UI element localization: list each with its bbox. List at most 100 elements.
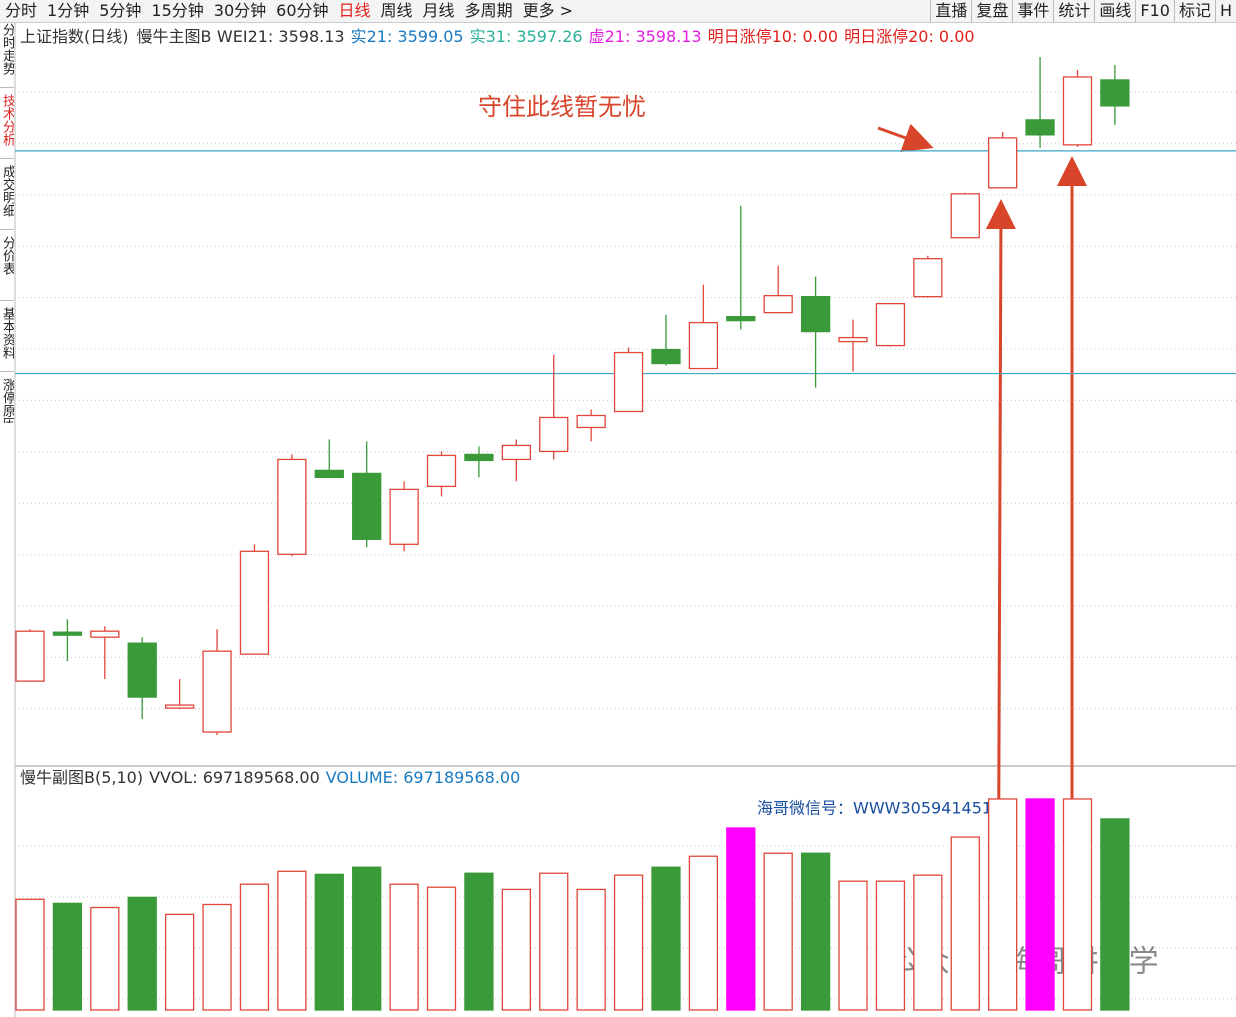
candle-body <box>277 458 307 555</box>
period-tab[interactable]: 月线 <box>422 1 455 20</box>
volume-bar <box>277 870 307 1011</box>
period-tab[interactable]: 60分钟 <box>276 1 329 20</box>
tool-button[interactable]: 统计 <box>1053 0 1094 22</box>
side-tabs: 分时走势技术分析成交明细分价表基本资料涨停原因 <box>0 23 14 423</box>
candle-body <box>651 348 681 365</box>
candle-body <box>875 302 906 347</box>
volume-bar <box>838 880 868 1011</box>
period-tab[interactable]: 15分钟 <box>151 1 204 20</box>
volume-bar <box>613 874 644 1011</box>
period-tabs: 分时 1分钟 5分钟 15分钟 30分钟 60分钟 日线 周线 月线 多周期 更多 > <box>0 0 578 22</box>
period-tab[interactable]: 30分钟 <box>213 1 267 20</box>
volume-bar <box>688 855 719 1011</box>
candle-body <box>838 336 868 343</box>
header-title: 慢牛主图B <box>137 27 211 46</box>
candle-body <box>501 444 531 461</box>
volume-bar <box>239 883 270 1011</box>
volume-bar <box>464 872 494 1011</box>
candle-body <box>127 642 157 698</box>
candle-body <box>950 193 980 239</box>
period-tab[interactable]: 分时 <box>5 1 38 20</box>
candle-body <box>389 488 419 545</box>
volume-bar <box>52 902 83 1011</box>
header-title: 慢牛副图B(5,10) <box>20 768 143 787</box>
period-tab[interactable]: 5分钟 <box>99 1 142 20</box>
volume-bar <box>127 896 157 1011</box>
side-tab[interactable]: 成交明细 <box>0 165 14 230</box>
side-tab[interactable]: 分价表 <box>0 236 14 301</box>
volume-bar <box>202 903 232 1011</box>
volume-bar <box>726 827 756 1011</box>
volume-bar <box>90 906 120 1011</box>
candle-body <box>52 631 83 636</box>
tool-button[interactable]: H <box>1214 0 1236 22</box>
readout: 明日涨停10: 0.00 <box>708 27 838 46</box>
period-tab[interactable]: 多周期 <box>464 1 513 20</box>
candle-body <box>800 295 831 333</box>
readout: 实31: 3597.26 <box>470 27 583 46</box>
candle-body <box>1025 119 1055 136</box>
candle-body <box>1062 76 1093 146</box>
candle-body <box>539 416 569 453</box>
header-title: 上证指数(日线) <box>20 27 129 46</box>
annotation: 海哥微信号：WWW305941451 <box>757 799 992 818</box>
candle-body <box>314 469 344 479</box>
volume-bar <box>426 886 457 1011</box>
readout: 实21: 3599.05 <box>351 27 464 46</box>
volume-bar <box>950 836 980 1011</box>
candle-body <box>464 453 494 462</box>
tool-button[interactable]: 标记 <box>1173 0 1215 22</box>
readout: 明日涨停20: 0.00 <box>844 27 974 46</box>
candle-body <box>688 321 719 370</box>
annotation: 守住此线暂无忧 <box>478 93 646 121</box>
candle-body <box>913 258 943 298</box>
side-tab[interactable]: 技术分析 <box>0 94 14 159</box>
tool-button[interactable]: 事件 <box>1012 0 1053 22</box>
tool-button[interactable]: 画线 <box>1094 0 1135 22</box>
period-tab[interactable]: 更多 > <box>522 1 574 20</box>
candle-body <box>239 550 270 655</box>
panel-header: 慢牛副图B(5,10) VVOL: 697189568.00 VOLUME: 697… <box>20 768 520 787</box>
volume-bar <box>875 880 906 1011</box>
candle-body <box>202 650 232 733</box>
period-tab[interactable]: 周线 <box>380 1 413 20</box>
candle-body <box>726 315 756 322</box>
panel-header: 上证指数(日线) 慢牛主图B WEI21: 3598.13 实21: 3599.05 实… <box>20 27 975 46</box>
side-tab[interactable]: 基本资料 <box>0 307 14 372</box>
volume-bar <box>1062 798 1093 1011</box>
volume-bar <box>988 798 1018 1011</box>
volume-bar <box>352 866 382 1011</box>
side-tab[interactable]: 涨停原因 <box>0 378 14 423</box>
period-tab[interactable]: 日线 <box>338 1 371 20</box>
volume-bar <box>539 872 569 1011</box>
tool-button[interactable]: 复盘 <box>971 0 1012 22</box>
toolbar: 分时 1分钟 5分钟 15分钟 30分钟 60分钟 日线 周线 月线 多周期 更多 > 直播 复盘 事件统… <box>0 0 1236 23</box>
readout: 虚21: 3598.13 <box>589 27 702 46</box>
period-tab[interactable]: 1分钟 <box>47 1 90 20</box>
candle-body <box>15 630 45 682</box>
volume-bar <box>1100 818 1130 1011</box>
side-tab[interactable]: 分时走势 <box>0 23 14 88</box>
volume-bar <box>15 898 45 1011</box>
volume-bar <box>389 883 419 1011</box>
candle-body <box>576 414 606 429</box>
volume-bar <box>800 852 831 1011</box>
volume-bar <box>501 888 531 1011</box>
candle-body <box>352 472 382 540</box>
tool-button[interactable]: F10 <box>1135 0 1174 22</box>
volume-bar <box>651 866 681 1011</box>
tool-button[interactable]: 直播 <box>930 0 971 22</box>
candle-body <box>164 704 195 709</box>
volume-bar <box>1025 798 1055 1011</box>
readout: VOLUME: 697189568.00 <box>326 768 521 787</box>
tools: 直播 复盘 事件 统计 画线 F10 标记 H <box>930 0 1236 22</box>
readout: WEI21: 3598.13 <box>217 27 345 46</box>
candle-body <box>90 630 120 638</box>
volume-bar <box>913 874 943 1011</box>
candle-body <box>1100 79 1130 107</box>
volume-bar <box>164 913 195 1011</box>
candle-body <box>613 351 644 413</box>
arrow <box>877 123 934 152</box>
